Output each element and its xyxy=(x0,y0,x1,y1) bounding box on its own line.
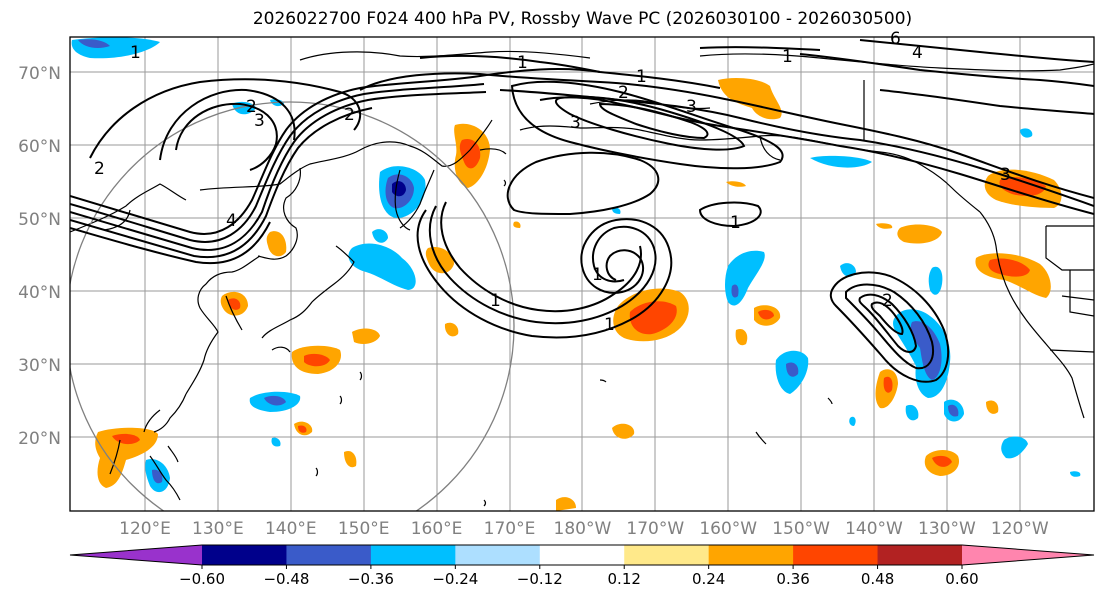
colorbar-segment xyxy=(708,545,794,565)
colorbar-tick-label: 0.24 xyxy=(692,570,725,588)
latitude-label: 60°N xyxy=(18,137,61,157)
latitude-label: 50°N xyxy=(18,210,61,230)
longitude-label: 150°E xyxy=(338,519,390,539)
colorbar-arrow-high xyxy=(962,545,1094,565)
graticule xyxy=(70,37,1094,511)
colorbar-tick-label: −0.12 xyxy=(517,570,563,588)
longitude-label: 130°W xyxy=(918,519,976,539)
pv-contours xyxy=(70,39,1094,383)
colorbar-segment xyxy=(202,545,287,565)
colorbar-tick-label: −0.24 xyxy=(432,570,478,588)
contour-label: 1 xyxy=(490,291,501,311)
contour-label: 2 xyxy=(94,159,105,179)
colorbar-segment xyxy=(286,545,372,565)
longitude-label: 170°E xyxy=(484,519,536,539)
contour-label: 1 xyxy=(636,67,647,87)
latitude-label: 30°N xyxy=(18,356,61,376)
longitude-label: 180°W xyxy=(554,519,612,539)
map-title: 2026022700 F024 400 hPa PV, Rossby Wave … xyxy=(252,9,913,29)
longitude-label: 150°W xyxy=(772,519,830,539)
pv-anomaly-shading xyxy=(71,37,1081,511)
latitude-label: 40°N xyxy=(18,283,61,303)
colorbar-tick-label: 0.48 xyxy=(861,570,894,588)
longitude-label: 170°W xyxy=(626,519,684,539)
contour-label: 1 xyxy=(592,265,603,285)
colorbar-segment xyxy=(793,545,879,565)
colorbar-tick-label: −0.60 xyxy=(179,570,225,588)
colorbar-segment xyxy=(624,545,710,565)
map-frame xyxy=(69,36,1095,512)
colorbar-tick-label: 0.60 xyxy=(945,570,978,588)
contour-label: 3 xyxy=(1000,165,1011,185)
colorbar-segment xyxy=(539,545,625,565)
contour-label: 2 xyxy=(882,291,893,311)
colorbar-tick-label: −0.36 xyxy=(348,570,394,588)
longitude-label: 140°E xyxy=(265,519,317,539)
latitude-labels: 70°N 60°N 50°N 40°N 30°N 20°N xyxy=(18,64,61,449)
contour-labels: 1 1 1 1 1 1 1 1 2 2 2 2 2 3 3 3 3 4 4 6 xyxy=(94,29,1011,335)
contour-label: 4 xyxy=(912,43,923,63)
longitude-label: 120°W xyxy=(991,519,1049,539)
contour-label: 1 xyxy=(730,213,741,233)
contour-label: 1 xyxy=(517,53,528,73)
longitude-labels: 120°E 130°E 140°E 150°E 160°E 170°E 180°W 170°W… xyxy=(119,519,1049,539)
colorbar-tick-label: −0.48 xyxy=(263,570,309,588)
colorbar-segment xyxy=(877,545,963,565)
longitude-label: 160°W xyxy=(699,519,757,539)
contour-label: 1 xyxy=(604,315,615,335)
colorbar: −0.60 −0.48 −0.36 −0.24 −0.12 0.12 0.24 0.36 0.4… xyxy=(69,544,1095,588)
longitude-label: 120°E xyxy=(119,519,171,539)
colorbar-segment xyxy=(455,545,541,565)
longitude-label: 130°E xyxy=(192,519,244,539)
reference-circle xyxy=(70,101,515,511)
contour-label: 3 xyxy=(254,111,265,131)
colorbar-segment xyxy=(370,545,456,565)
contour-label: 4 xyxy=(226,211,237,231)
contour-label: 3 xyxy=(686,97,697,117)
contour-label: 1 xyxy=(782,47,793,67)
longitude-label: 160°E xyxy=(411,519,463,539)
colorbar-tick-label: 0.12 xyxy=(608,570,641,588)
contour-label: 1 xyxy=(130,43,141,63)
contour-label: 2 xyxy=(618,83,629,103)
longitude-label: 140°W xyxy=(845,519,903,539)
contour-label: 2 xyxy=(246,97,257,117)
contour-label: 6 xyxy=(890,29,901,49)
contour-label: 3 xyxy=(570,113,581,133)
colorbar-tick-label: 0.36 xyxy=(776,570,809,588)
latitude-label: 70°N xyxy=(18,64,61,84)
colorbar-arrow-low xyxy=(70,545,202,565)
contour-label: 2 xyxy=(344,105,355,125)
latitude-label: 20°N xyxy=(18,429,61,449)
